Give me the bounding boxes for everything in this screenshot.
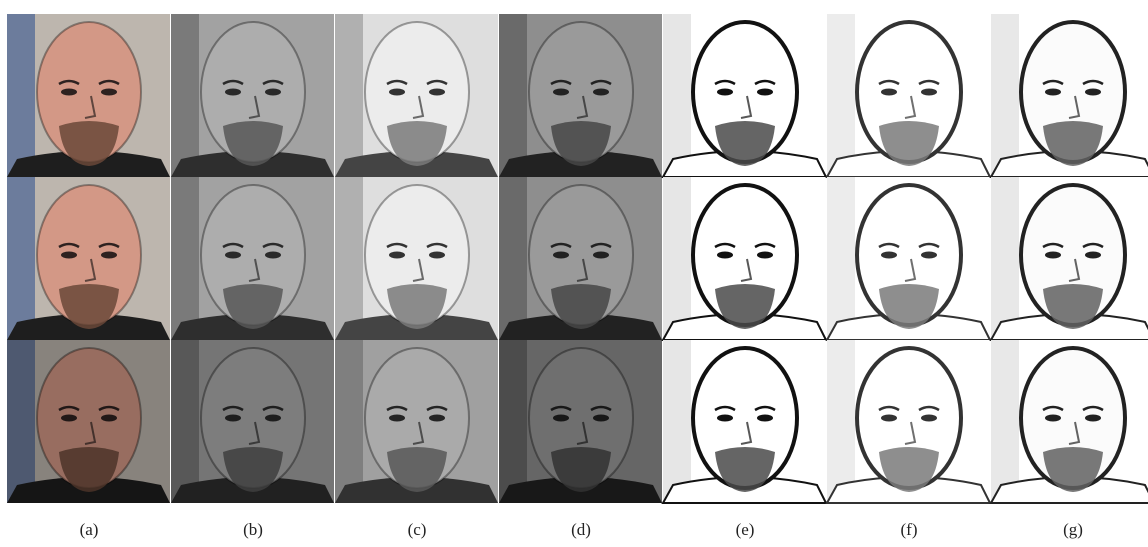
tile-wall <box>991 340 1019 503</box>
shade <box>7 340 170 503</box>
tile-wall <box>827 340 855 503</box>
tile-wall <box>171 177 199 340</box>
tile-wall <box>827 14 855 177</box>
eye <box>225 89 241 96</box>
eye <box>921 415 937 422</box>
eye <box>881 415 897 422</box>
image-tile <box>7 177 170 340</box>
image-tile <box>827 340 990 503</box>
image-tile <box>499 340 662 503</box>
eye <box>593 89 609 96</box>
shade <box>335 340 498 503</box>
tile-wall <box>663 14 691 177</box>
panel-label: (e) <box>736 520 755 539</box>
panel-label: (c) <box>408 520 427 539</box>
image-tile <box>991 177 1148 340</box>
eye <box>757 252 773 259</box>
eye <box>1045 252 1061 259</box>
image-tile <box>335 177 498 340</box>
panel-label: (a) <box>80 520 99 539</box>
eye <box>265 252 281 259</box>
eye <box>757 415 773 422</box>
image-tile <box>7 14 170 177</box>
image-tile <box>663 340 826 503</box>
eye <box>1085 252 1101 259</box>
tile-wall <box>499 14 527 177</box>
eye <box>61 252 77 259</box>
eye <box>553 252 569 259</box>
shade <box>499 340 662 503</box>
eye <box>61 89 77 96</box>
image-tile <box>171 177 334 340</box>
eye <box>1045 415 1061 422</box>
tile-wall <box>7 14 35 177</box>
eye <box>101 252 117 259</box>
image-tile <box>7 340 170 503</box>
eye <box>717 252 733 259</box>
eye <box>389 252 405 259</box>
tile-wall <box>7 177 35 340</box>
eye <box>921 89 937 96</box>
image-tile <box>663 14 826 177</box>
image-tile <box>171 14 334 177</box>
eye <box>553 89 569 96</box>
image-tile <box>827 14 990 177</box>
tile-wall <box>827 177 855 340</box>
eye <box>1085 89 1101 96</box>
image-tile <box>335 14 498 177</box>
eye <box>717 415 733 422</box>
panel-label: (b) <box>243 520 263 539</box>
tile-wall <box>335 177 363 340</box>
tile-wall <box>663 177 691 340</box>
image-tile <box>499 14 662 177</box>
eye <box>717 89 733 96</box>
image-tile <box>663 177 826 340</box>
eye <box>757 89 773 96</box>
eye <box>225 252 241 259</box>
eye <box>101 89 117 96</box>
tile-wall <box>171 14 199 177</box>
eye <box>1085 415 1101 422</box>
eye <box>429 252 445 259</box>
figure: (a) (b) (c) (d) (e) (f) (g) <box>0 0 1148 542</box>
eye <box>1045 89 1061 96</box>
eye <box>881 252 897 259</box>
image-tile <box>335 340 498 503</box>
panel-label: (d) <box>571 520 591 539</box>
shade <box>171 340 334 503</box>
eye <box>921 252 937 259</box>
image-tile <box>991 14 1148 177</box>
image-tile <box>991 340 1148 503</box>
panel-label: (g) <box>1063 520 1083 539</box>
tile-wall <box>335 14 363 177</box>
image-tile <box>827 177 990 340</box>
eye <box>593 252 609 259</box>
tile-wall <box>663 340 691 503</box>
eye <box>429 89 445 96</box>
image-tile <box>171 340 334 503</box>
image-tile <box>499 177 662 340</box>
tile-wall <box>499 177 527 340</box>
eye <box>881 89 897 96</box>
eye <box>265 89 281 96</box>
tile-wall <box>991 14 1019 177</box>
eye <box>389 89 405 96</box>
panel-label: (f) <box>901 520 918 539</box>
tile-wall <box>991 177 1019 340</box>
